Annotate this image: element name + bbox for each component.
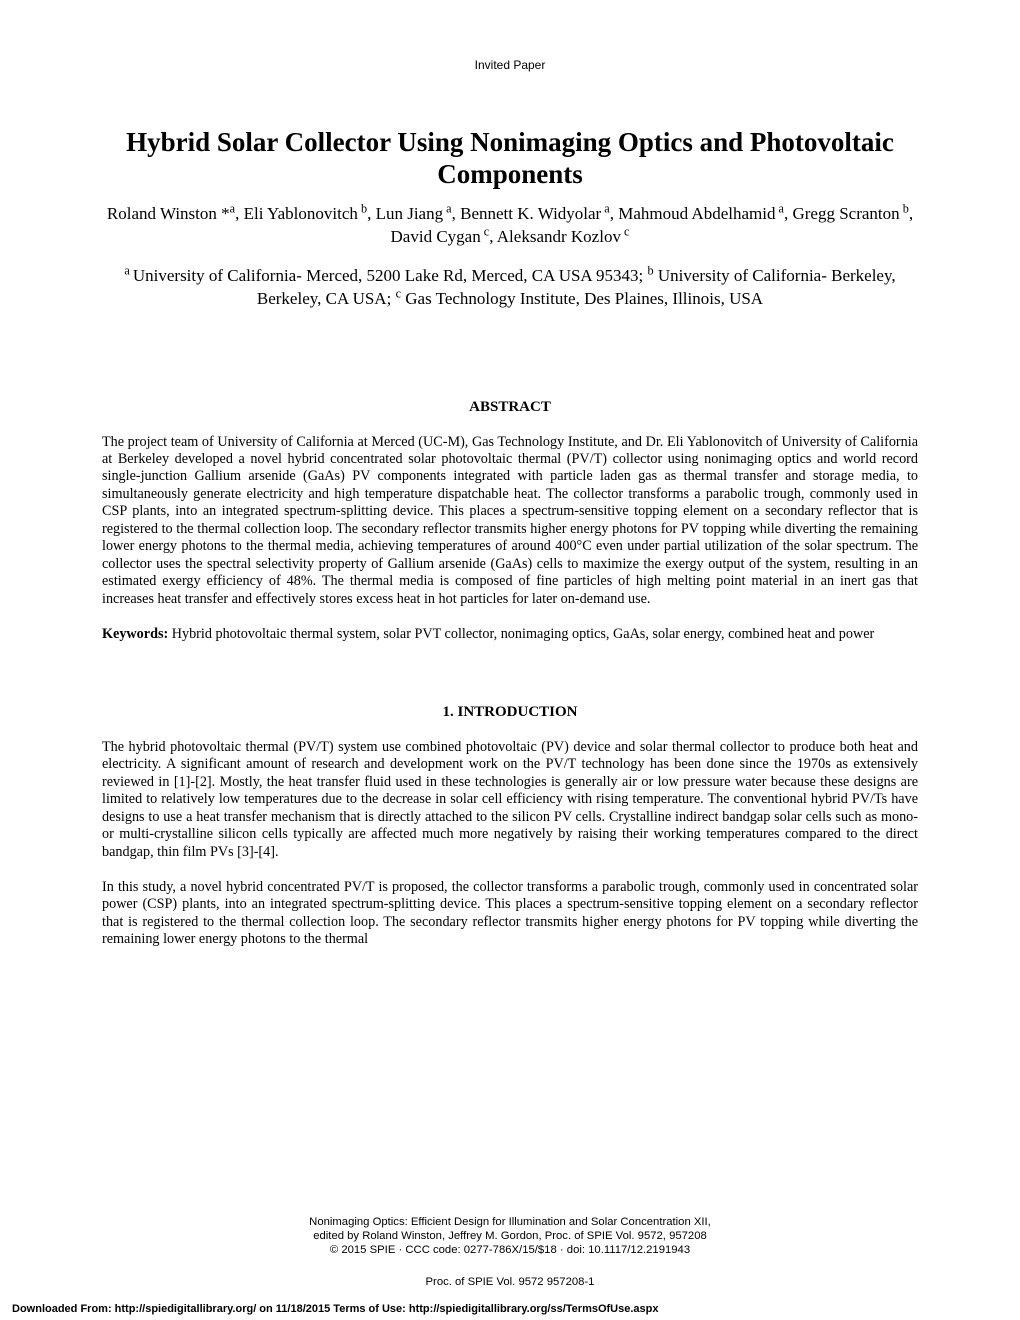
download-terms-line: Downloaded From: http://spiedigitallibra… <box>12 1303 659 1315</box>
footer-publication-info: Nonimaging Optics: Efficient Design for … <box>0 1215 1020 1257</box>
abstract-heading: ABSTRACT <box>102 399 918 416</box>
invited-paper-label: Invited Paper <box>102 58 918 72</box>
introduction-paragraph-1: The hybrid photovoltaic thermal (PV/T) s… <box>102 739 918 861</box>
paper-title: Hybrid Solar Collector Using Nonimaging … <box>102 126 918 191</box>
footer-pub-line3: © 2015 SPIE · CCC code: 0277-786X/15/$18… <box>0 1243 1020 1257</box>
abstract-body: The project team of University of Califo… <box>102 434 918 609</box>
keywords-label: Keywords: <box>102 626 168 642</box>
footer-proceedings: Proc. of SPIE Vol. 9572 957208-1 <box>0 1276 1020 1288</box>
author-list: Roland Winston *a, Eli Yablonovitch b, L… <box>102 203 918 249</box>
footer-pub-line1: Nonimaging Optics: Efficient Design for … <box>0 1215 1020 1229</box>
keywords-paragraph: Keywords: Hybrid photovoltaic thermal sy… <box>102 626 918 643</box>
footer-pub-line2: edited by Roland Winston, Jeffrey M. Gor… <box>0 1229 1020 1243</box>
affiliations: a University of California- Merced, 5200… <box>102 265 918 311</box>
keywords-text: Hybrid photovoltaic thermal system, sola… <box>168 626 874 642</box>
introduction-paragraph-2: In this study, a novel hybrid concentrat… <box>102 879 918 949</box>
introduction-heading: 1. INTRODUCTION <box>102 704 918 721</box>
